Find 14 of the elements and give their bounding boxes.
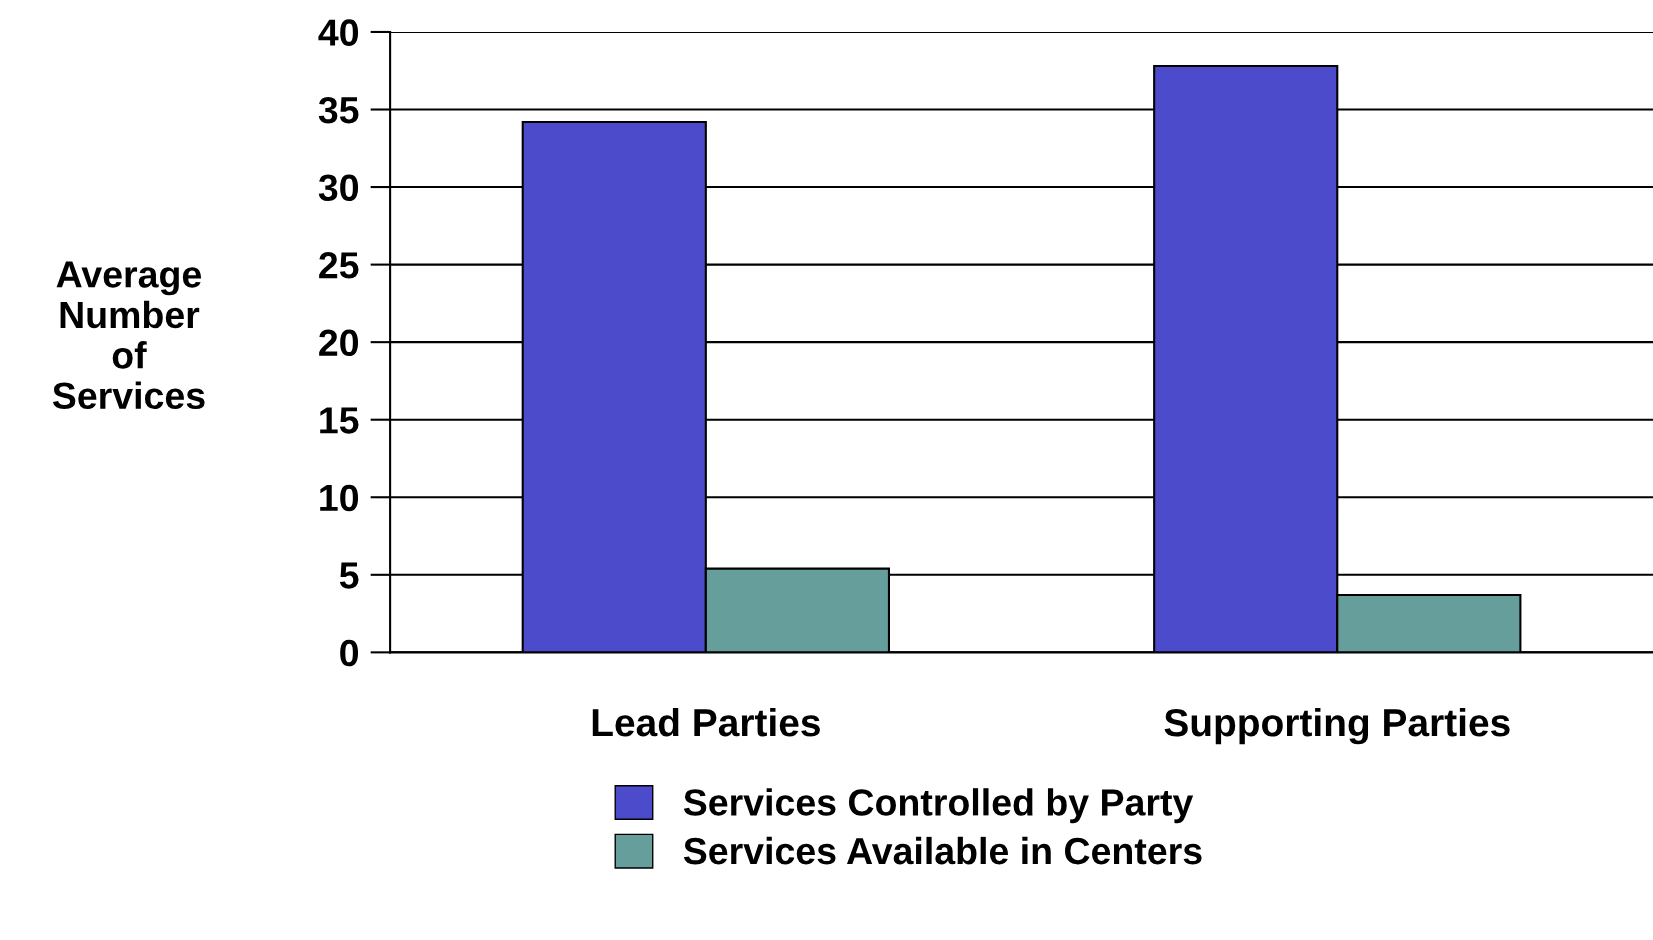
legend-label: Services Controlled by Party (683, 788, 1194, 824)
y-tick-label: 30 (318, 174, 359, 202)
y-tick-label: 40 (318, 19, 359, 46)
y-tick-label: 35 (318, 96, 359, 124)
y-axis-title: Average Number of Services (52, 261, 205, 410)
y-tick-label: 5 (339, 562, 359, 589)
x-tick-label: Lead Parties (592, 707, 820, 737)
y-tick-label: 10 (320, 484, 359, 512)
y-tick-label: 15 (320, 407, 359, 434)
x-tick-label: Supporting Parties (1164, 707, 1510, 745)
y-tick-label: 25 (319, 252, 359, 279)
y-tick-label: 20 (319, 329, 359, 357)
y-tick-label: 0 (340, 639, 359, 667)
legend-label: Services Available in Centers (683, 836, 1202, 865)
